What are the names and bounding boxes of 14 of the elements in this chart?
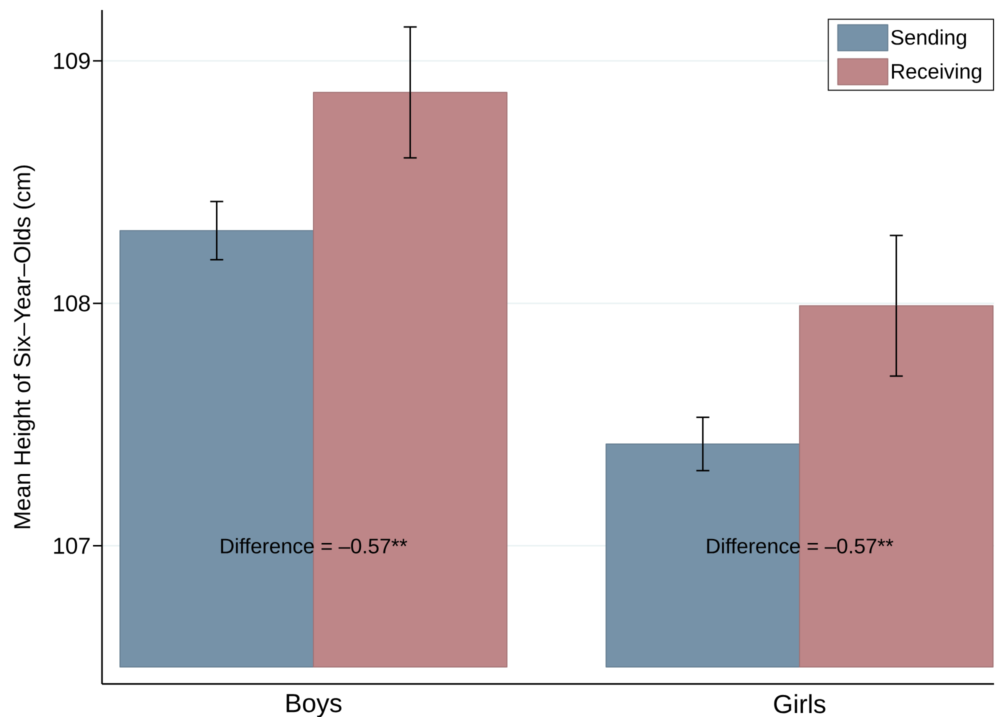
bar bbox=[799, 305, 994, 668]
y-tick-label: 109 bbox=[54, 52, 90, 70]
legend-label: Receiving bbox=[892, 63, 982, 83]
legend-label: Sending bbox=[891, 29, 966, 49]
y-tick-label: 107 bbox=[54, 538, 90, 554]
y-axis-title: Mean Height of Six–Year–Olds (cm) bbox=[13, 165, 35, 528]
bar bbox=[312, 92, 508, 668]
x-tick-label: Girls bbox=[774, 694, 826, 714]
annotation: Difference = –0.57** bbox=[221, 538, 408, 554]
bar bbox=[606, 443, 800, 668]
bar bbox=[119, 230, 314, 668]
y-tick-label: 108 bbox=[54, 295, 90, 312]
x-tick-label: Boys bbox=[286, 694, 342, 717]
annotation: Difference = –0.57** bbox=[707, 538, 894, 554]
